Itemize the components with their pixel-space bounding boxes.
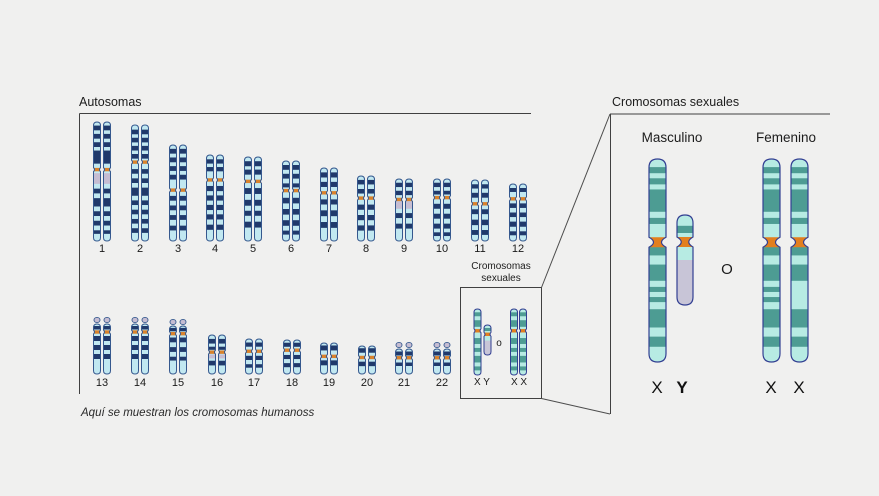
female-x2-label: X: [793, 378, 805, 397]
chromosome-number-label: 12: [511, 243, 525, 255]
chromosome-number-label: 5: [249, 243, 257, 255]
panel-or-label: O: [721, 261, 733, 278]
chromosome-pair-19: [320, 342, 338, 375]
chromosome-pair-13: [93, 317, 111, 375]
chromosome-number-label: 14: [133, 376, 147, 389]
chromosome-number-label: 1: [98, 243, 106, 255]
chromosome-number-label: 11: [474, 243, 486, 255]
sex-chromosomes-box: [460, 287, 542, 399]
chromosome-pair-2: [131, 124, 149, 242]
chromosome-pair-10: [433, 178, 451, 242]
chromosome-number-label: 16: [210, 376, 224, 389]
panel-title: Cromosomas sexuales: [612, 95, 740, 109]
sex-box-title-line1: Cromosomas: [471, 261, 531, 272]
chromosome-pair-18: [283, 339, 301, 375]
big-female-x2: [790, 158, 809, 363]
chromosome-number-label: 10: [435, 243, 449, 255]
chromosome-pair-8: [357, 175, 375, 242]
female-x1-label: X: [765, 378, 777, 397]
autosomas-title: Autosomas: [79, 95, 142, 109]
chromosome-number-label: 20: [360, 376, 374, 389]
chromosome-pair-12: [509, 183, 527, 242]
chromosome-pair-21: [395, 342, 413, 375]
chromosomes-layer: [93, 121, 809, 376]
caption-text: Aquí se muestran los cromosomas humanoss: [81, 407, 315, 419]
box-female-x1: [510, 308, 518, 376]
chromosome-number-label: 3: [174, 243, 182, 255]
chromosome-pair-20: [358, 345, 376, 375]
chromosome-pair-3: [169, 144, 187, 242]
chromosome-pair-14: [131, 317, 149, 375]
chromosome-pair-9: [395, 178, 413, 242]
sex-box-title-line2: sexuales: [481, 272, 521, 284]
chromosome-number-label: 9: [400, 243, 408, 255]
chromosome-number-label: 19: [322, 376, 336, 389]
chromosome-number-label: 15: [171, 376, 185, 389]
chromosome-number-label: 21: [397, 376, 411, 389]
chromosome-pair-11: [471, 179, 489, 242]
sex-box-title: Cromosomas sexuales: [454, 261, 548, 284]
sex-pair-label: X Y: [474, 377, 490, 388]
chromosome-pair-7: [320, 167, 338, 242]
chromosome-number-label: 4: [211, 243, 219, 255]
chromosome-number-label: 2: [136, 243, 144, 255]
chromosome-number-label: 17: [247, 376, 261, 389]
big-female-x1: [762, 158, 781, 363]
male-x-label: X: [651, 378, 663, 397]
chromosome-pair-6: [282, 160, 300, 242]
sex-box-or-label: o: [496, 338, 502, 349]
masculino-label: Masculino: [641, 130, 703, 145]
sex-pair-label: X X: [510, 377, 528, 388]
box-female-x2: [519, 308, 527, 376]
chromosome-number-label: 13: [95, 376, 109, 389]
chromosome-pair-22: [433, 342, 451, 375]
big-male-x: [648, 158, 667, 363]
big-male-y: [676, 214, 694, 306]
chromosome-number-label: 18: [285, 376, 299, 389]
zoom-connector-bottom-line: [541, 398, 611, 415]
chromosome-pair-16: [208, 334, 226, 375]
chromosome-number-label: 6: [287, 243, 295, 255]
chromosome-pair-5: [244, 156, 262, 242]
chromosome-number-label: 8: [362, 243, 370, 255]
box-male-y: [483, 324, 492, 356]
male-y-label: Y: [676, 378, 688, 397]
chromosome-number-label: 7: [325, 243, 333, 255]
chromosome-pair-1: [93, 121, 111, 242]
box-male-x: [473, 308, 482, 376]
zoom-connector-top-line: [541, 113, 611, 288]
chromosome-pair-4: [206, 154, 224, 242]
femenino-label: Femenino: [755, 130, 817, 145]
chromosome-pair-15: [169, 319, 187, 375]
chromosome-number-label: 22: [435, 376, 449, 389]
chromosome-pair-17: [245, 338, 263, 375]
